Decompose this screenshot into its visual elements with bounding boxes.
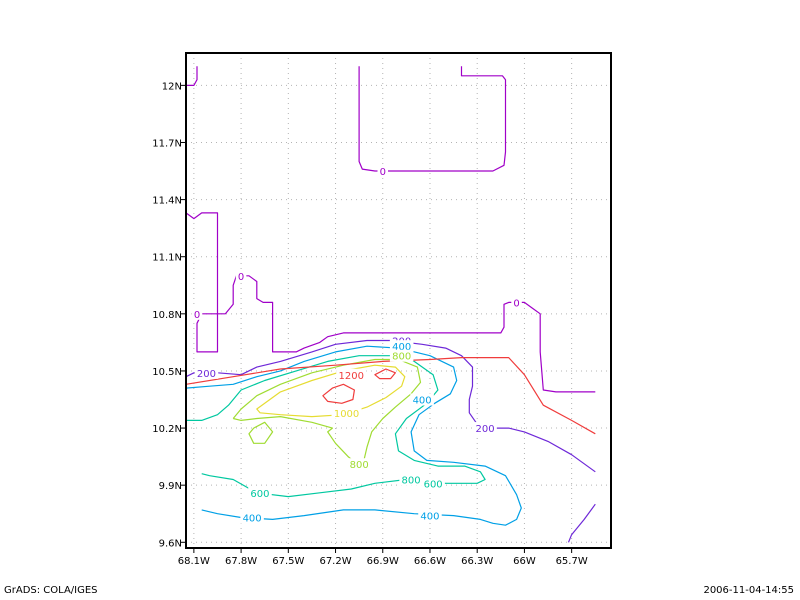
- x-tick-label: 67.8W: [225, 556, 257, 567]
- x-tick-label: 66.6W: [414, 556, 446, 567]
- contour-label: 1000: [334, 409, 359, 420]
- contour-800: [248, 421, 274, 444]
- y-tick-label: 11.7N: [152, 138, 182, 149]
- contour-0: [185, 212, 596, 393]
- contour-label: 1200: [339, 371, 364, 382]
- x-tick-label: 67.2W: [319, 556, 351, 567]
- y-tick-label: 11.1N: [152, 253, 182, 264]
- contour-1200: [374, 368, 396, 380]
- x-tick-label: 65.7W: [556, 556, 588, 567]
- contour-200: [185, 339, 596, 473]
- contour-1000: [256, 364, 406, 418]
- x-tick-label: 66.3W: [461, 556, 493, 567]
- contour-label-bg: [347, 458, 371, 471]
- footer-timestamp: 2006-11-04-14:55: [703, 585, 794, 596]
- contour-lines: [185, 66, 596, 543]
- contour-labels: 0000200200200400400400400600600800800800…: [191, 165, 522, 525]
- contour-400: [185, 345, 522, 526]
- contour-label-bg: [389, 349, 414, 362]
- contour-label: 0: [194, 310, 200, 321]
- x-tick-label: 66.9W: [367, 556, 399, 567]
- contour-label: 400: [392, 342, 411, 353]
- y-tick-label: 9.9N: [159, 481, 182, 492]
- contour-label: 200: [476, 424, 495, 435]
- x-tick-label: 68.1W: [178, 556, 210, 567]
- y-tick-label: 10.2N: [152, 424, 182, 435]
- contour-label: 0: [513, 298, 519, 309]
- y-tick-label: 11.4N: [152, 196, 182, 207]
- contour-label: 200: [197, 369, 216, 380]
- footer-credit: GrADS: COLA/IGES: [4, 585, 98, 596]
- contour-label-bg: [511, 296, 522, 309]
- y-tick-label: 9.6N: [159, 538, 182, 549]
- contour-label-bg: [194, 366, 219, 379]
- contour-1200: [322, 383, 355, 404]
- contour-label: 800: [392, 352, 411, 363]
- contour-label-bg: [410, 393, 434, 406]
- contour-label: 600: [424, 479, 443, 490]
- contour-1200: [185, 357, 596, 435]
- contour-label-bg: [248, 486, 272, 499]
- axis-ticks: 68.1W 67.8W 67.5W 67.2W 66.9W 66.6W 66.3W 66W 65…: [152, 81, 588, 567]
- contour-label-bg: [389, 340, 414, 353]
- contour-0: [186, 66, 198, 86]
- x-tick-label: 66W: [513, 556, 536, 567]
- contour-label: 400: [420, 512, 439, 523]
- contour-label-bg: [331, 406, 362, 419]
- y-tick-label: 10.8N: [152, 310, 182, 321]
- contour-label: 0: [238, 272, 244, 283]
- contour-600: [186, 355, 486, 498]
- x-tick-label: 67.5W: [272, 556, 304, 567]
- contour-label-bg: [235, 269, 247, 282]
- contour-label-bg: [418, 509, 442, 522]
- contour-label: 0: [380, 167, 386, 178]
- contour-label: 600: [250, 489, 269, 500]
- grid-lines: [186, 53, 611, 548]
- contour-label: 400: [413, 396, 432, 407]
- contour-label-bg: [421, 477, 445, 490]
- contour-label-bg: [191, 307, 203, 320]
- contour-0: [358, 66, 507, 172]
- contour-800: [232, 358, 422, 465]
- contour-label: 800: [350, 460, 369, 471]
- contour-label: 400: [243, 514, 262, 525]
- contour-label-bg: [377, 165, 389, 178]
- contour-200: [567, 503, 596, 543]
- contour-label-bg: [399, 473, 423, 486]
- contour-label-bg: [473, 422, 497, 435]
- y-tick-label: 12N: [162, 81, 182, 92]
- contour-label-bg: [336, 368, 367, 381]
- y-tick-label: 10.5N: [152, 367, 182, 378]
- contour-label-bg: [240, 511, 264, 524]
- plot-frame: [185, 52, 612, 549]
- contour-label: 800: [402, 475, 421, 486]
